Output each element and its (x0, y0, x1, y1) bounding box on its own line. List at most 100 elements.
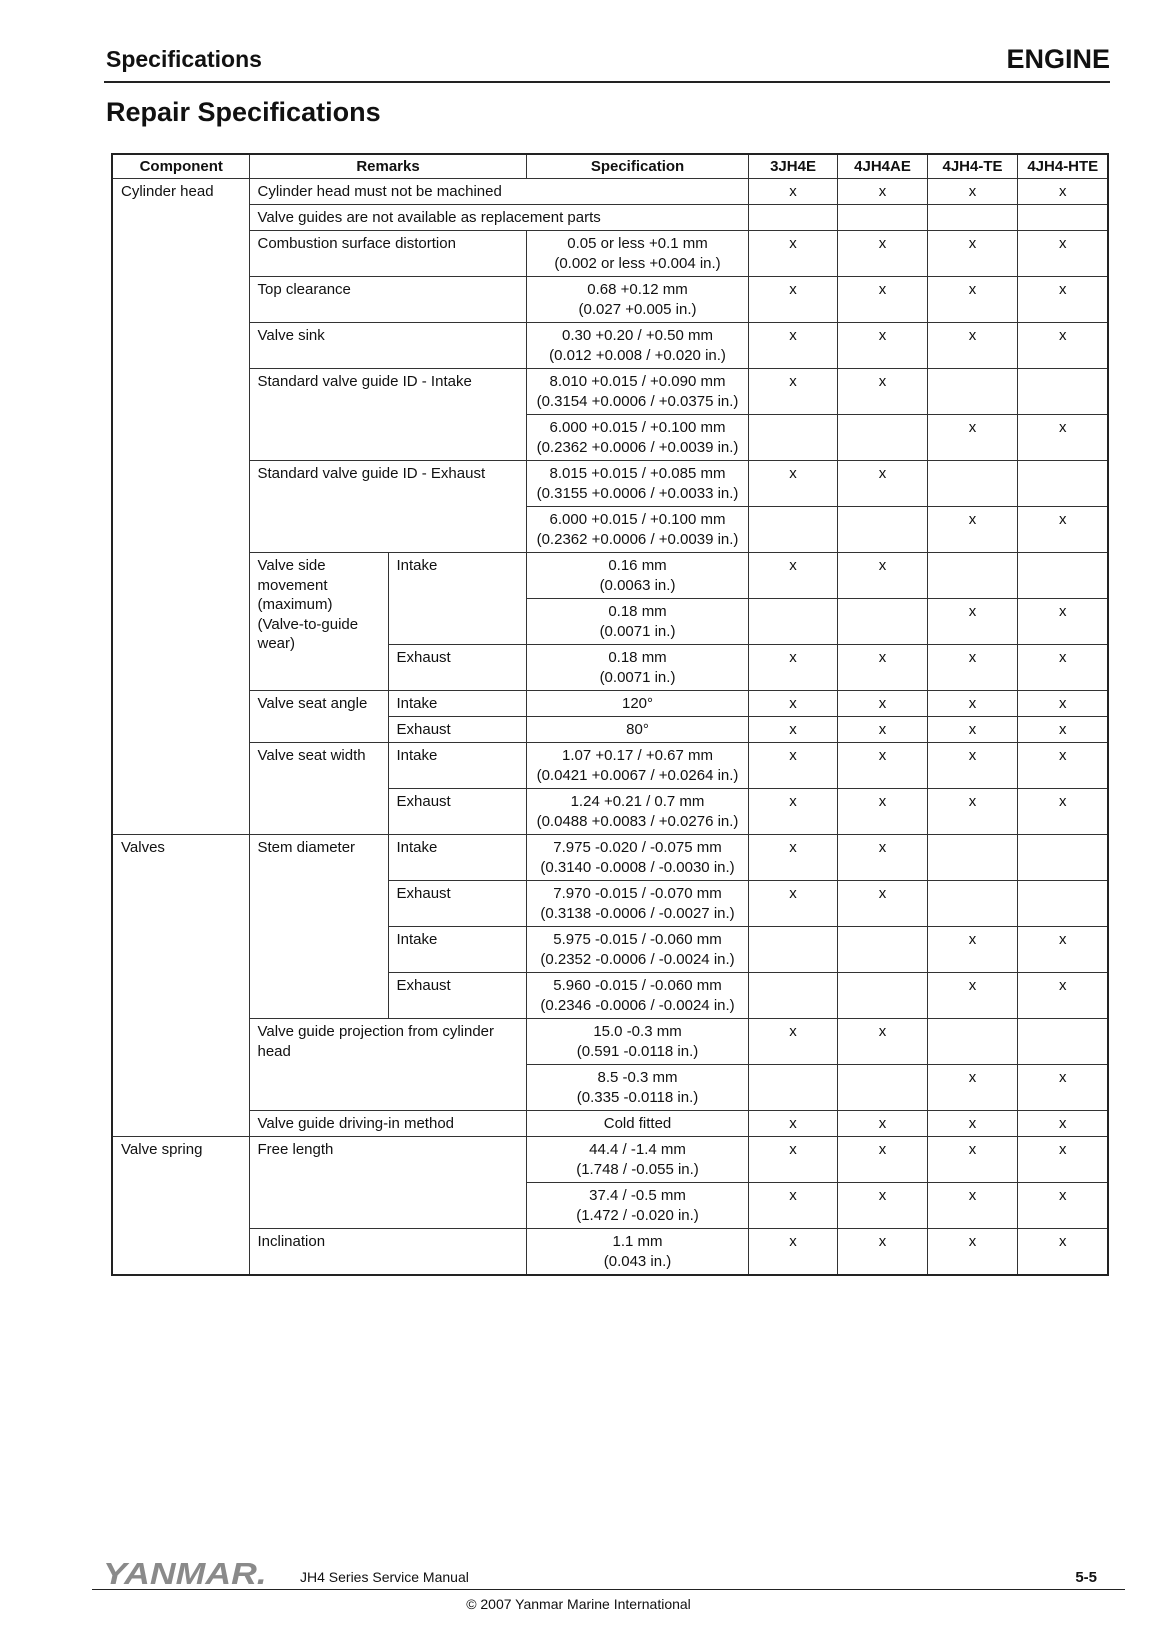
model-applicability-cell: x (1016, 276, 1109, 323)
model-applicability-cell: x (926, 926, 1018, 973)
model-applicability-cell: x (747, 742, 838, 789)
model-applicability-cell: x (926, 690, 1018, 717)
model-applicability-cell: x (836, 880, 928, 927)
model-applicability-cell: x (1016, 690, 1109, 717)
remark-cell: Valve seat width (248, 742, 389, 835)
model-applicability-cell: x (836, 1228, 928, 1276)
specification-cell: 0.05 or less +0.1 mm (0.002 or less +0.0… (525, 230, 749, 277)
model-applicability-cell: x (1016, 742, 1109, 789)
model-applicability-cell: x (836, 322, 928, 369)
table-row: Exhaust 7.970 -0.015 / -0.070 mm (0.3138 … (112, 880, 1109, 927)
model-applicability-cell: x (836, 552, 928, 599)
model-applicability-cell (926, 880, 1018, 927)
model-applicability-cell: x (1016, 1136, 1109, 1183)
remark-cell: Free length (248, 1136, 527, 1229)
model-applicability-cell: x (747, 1136, 838, 1183)
specification-cell: 44.4 / -1.4 mm (1.748 / -0.055 in.) (525, 1136, 749, 1183)
model-applicability-cell: x (747, 788, 838, 835)
table-row: Valve seat angle Intake 120° x x x x (112, 690, 1109, 743)
chapter-header: ENGINE (1006, 44, 1110, 74)
model-applicability-cell: x (747, 368, 838, 415)
model-applicability-cell: x (1016, 1064, 1109, 1111)
model-applicability-cell: x (926, 230, 1018, 277)
model-applicability-cell: x (836, 742, 928, 789)
yanmar-logo: YANMAR. (103, 1556, 267, 1591)
remark-cell: Valve guide projection from cylinder hea… (248, 1018, 527, 1111)
specification-cell: 15.0 -0.3 mm (0.591 -0.0118 in.) (525, 1018, 749, 1065)
model-applicability-cell: x (836, 460, 928, 507)
model-applicability-cell (747, 204, 838, 231)
table-row: Exhaust 80° x x x x (112, 716, 1109, 743)
specification-cell: 0.18 mm (0.0071 in.) (525, 644, 749, 691)
header-model: 3JH4E (747, 153, 838, 179)
model-applicability-cell (836, 598, 928, 645)
model-applicability-cell: x (836, 690, 928, 717)
table-row: Standard valve guide ID - Intake 8.010 +0… (112, 368, 1109, 461)
model-applicability-cell: x (926, 788, 1018, 835)
table-row: Valve seat width Intake 1.07 +0.17 / +0.67… (112, 742, 1109, 835)
copyright: © 2007 Yanmar Marine International (466, 1596, 691, 1612)
model-applicability-cell (836, 972, 928, 1019)
model-applicability-cell: x (926, 178, 1018, 205)
manual-title: JH4 Series Service Manual (300, 1569, 469, 1585)
table-row: Intake 5.975 -0.015 / -0.060 mm (0.2352 -… (112, 926, 1109, 973)
model-applicability-cell: x (926, 598, 1018, 645)
model-applicability-cell: x (747, 834, 838, 881)
model-applicability-cell: x (926, 506, 1018, 553)
model-applicability-cell: x (1016, 414, 1109, 461)
model-applicability-cell: x (926, 414, 1018, 461)
specification-cell: 1.24 +0.21 / 0.7 mm (0.0488 +0.0083 / +0… (525, 788, 749, 835)
component-cell: Valve spring (111, 1136, 250, 1276)
model-applicability-cell (836, 926, 928, 973)
model-applicability-cell: x (926, 644, 1018, 691)
remark-cell: Inclination (248, 1228, 527, 1276)
model-applicability-cell: x (926, 322, 1018, 369)
remark-cell: Stem diameter (248, 834, 389, 1019)
specification-cell: 7.975 -0.020 / -0.075 mm (0.3140 -0.0008… (525, 834, 749, 881)
specification-cell: 1.1 mm (0.043 in.) (525, 1228, 749, 1276)
remark-cell: Combustion surface distortion (248, 230, 527, 277)
model-applicability-cell: x (747, 880, 838, 927)
table-row: 8.5 -0.3 mm (0.335 -0.0118 in.) x x (112, 1064, 1109, 1111)
model-applicability-cell (926, 460, 1018, 507)
model-applicability-cell: x (1016, 1110, 1109, 1137)
model-applicability-cell: x (747, 1228, 838, 1276)
sub-remark-cell: Intake (387, 834, 527, 881)
model-applicability-cell: x (1016, 926, 1109, 973)
model-applicability-cell: x (1016, 598, 1109, 645)
page-title: Repair Specifications (106, 97, 381, 127)
table-row: Exhaust 5.960 -0.015 / -0.060 mm (0.2346 … (112, 972, 1109, 1019)
model-applicability-cell (747, 506, 838, 553)
header-remarks: Remarks (248, 153, 527, 179)
model-applicability-cell (836, 414, 928, 461)
table-row: Inclination 1.1 mm (0.043 in.) x x x x (112, 1228, 1109, 1276)
table-row: 0.18 mm (0.0071 in.) x x (112, 598, 1109, 645)
model-applicability-cell: x (836, 368, 928, 415)
component-cell: Cylinder head (111, 178, 250, 835)
table-row: 6.000 +0.015 / +0.100 mm (0.2362 +0.0006… (112, 414, 1109, 461)
model-applicability-cell (1016, 552, 1109, 599)
specification-cell: 5.975 -0.015 / -0.060 mm (0.2352 -0.0006… (525, 926, 749, 973)
specification-cell: 6.000 +0.015 / +0.100 mm (0.2362 +0.0006… (525, 414, 749, 461)
model-applicability-cell: x (926, 1110, 1018, 1137)
header-model: 4JH4-TE (926, 153, 1018, 179)
table-row: Cylinder head Cylinder head must not be m… (111, 178, 1109, 835)
model-applicability-cell: x (836, 276, 928, 323)
specification-cell: 37.4 / -0.5 mm (1.472 / -0.020 in.) (525, 1182, 749, 1229)
model-applicability-cell: x (747, 276, 838, 323)
model-applicability-cell (747, 598, 838, 645)
sub-remark-cell: Intake (387, 742, 527, 789)
model-applicability-cell: x (747, 1018, 838, 1065)
model-applicability-cell: x (1016, 644, 1109, 691)
table-row: Valves Stem diameter Intake 7.975 -0.020 / … (111, 834, 1109, 1137)
model-applicability-cell: x (747, 1110, 838, 1137)
table-row: Standard valve guide ID - Exhaust 8.015 +… (112, 460, 1109, 553)
specification-cell: 8.015 +0.015 / +0.085 mm (0.3155 +0.0006… (525, 460, 749, 507)
sub-remark-cell: Intake (387, 926, 527, 973)
model-applicability-cell (1016, 834, 1109, 881)
model-applicability-cell: x (836, 788, 928, 835)
specification-cell: 0.30 +0.20 / +0.50 mm (0.012 +0.008 / +0… (525, 322, 749, 369)
model-applicability-cell: x (836, 716, 928, 743)
model-applicability-cell (747, 972, 838, 1019)
model-applicability-cell: x (836, 230, 928, 277)
